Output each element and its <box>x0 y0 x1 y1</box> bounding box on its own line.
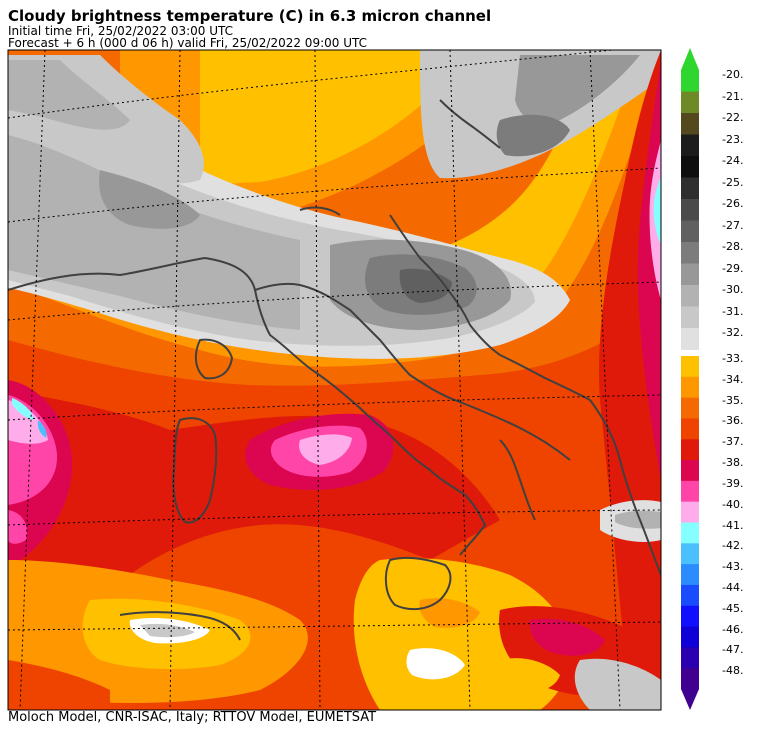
legend-label-upper-3: -23. <box>722 132 744 146</box>
legend-label-lower-6: -39. <box>722 476 744 490</box>
legend-label-lower-7: -40. <box>722 497 744 511</box>
legend-swatch-upper-9 <box>681 263 699 286</box>
legend-swatch-lower-13 <box>681 626 699 648</box>
map-title: Cloudy brightness temperature (C) in 6.3… <box>8 7 492 25</box>
legend-swatch-lower-5 <box>681 460 699 482</box>
legend-upper-bar <box>681 70 699 350</box>
legend-swatch-lower-9 <box>681 543 699 565</box>
legend-swatch-upper-10 <box>681 285 699 307</box>
legend-label-lower-9: -42. <box>722 539 744 553</box>
legend-label-lower-13: -46. <box>722 622 744 636</box>
brightness-field <box>8 50 661 710</box>
legend-label-lower-11: -44. <box>722 580 744 594</box>
legend-label-upper-9: -29. <box>722 261 744 275</box>
legend-swatch-lower-12 <box>681 605 699 628</box>
legend-swatch-upper-7 <box>681 220 699 243</box>
legend-label-lower-3: -36. <box>722 414 744 428</box>
legend-label-upper-4: -24. <box>722 154 744 167</box>
legend-label-lower-4: -37. <box>722 435 744 449</box>
legend-label-lower-15: -48. <box>722 664 744 678</box>
legend-swatch-upper-4 <box>681 156 699 178</box>
legend-swatch-upper-8 <box>681 242 699 264</box>
forecast-valid-label: Forecast + 6 h (000 d 06 h) valid Fri, 2… <box>8 36 367 50</box>
legend-label-upper-8: -28. <box>722 240 744 253</box>
legend-swatch-lower-14 <box>681 647 699 669</box>
legend-swatch-lower-2 <box>681 397 699 419</box>
legend-top-arrow <box>681 48 699 70</box>
legend-swatch-upper-3 <box>681 134 699 157</box>
legend-label-lower-0: -33. <box>722 352 744 365</box>
legend-lower-bar <box>681 356 699 690</box>
initial-time-label: Initial time Fri, 25/02/2022 03:00 UTC <box>8 24 234 38</box>
legend-label-lower-1: -34. <box>722 372 744 386</box>
legend-label-upper-12: -32. <box>722 326 744 339</box>
map-frame <box>7 49 662 711</box>
legend-label-lower-10: -43. <box>722 560 744 574</box>
legend-swatch-upper-0 <box>681 70 699 92</box>
legend-swatch-lower-6 <box>681 480 699 503</box>
legend-label-lower-5: -38. <box>722 456 744 470</box>
legend-swatch-upper-11 <box>681 306 699 329</box>
legend-label-lower-12: -45. <box>722 601 744 615</box>
legend-swatch-lower-3 <box>681 418 699 440</box>
legend-swatch-upper-1 <box>681 91 699 114</box>
legend-swatch-lower-7 <box>681 501 699 523</box>
legend-swatch-upper-5 <box>681 177 699 200</box>
legend-swatch-lower-10 <box>681 564 699 586</box>
legend-label-upper-10: -30. <box>722 283 744 296</box>
credits-footer: Moloch Model, CNR-ISAC, Italy; RTTOV Mod… <box>8 710 377 725</box>
legend-label-upper-1: -21. <box>722 89 744 103</box>
legend-label-upper-2: -22. <box>722 111 744 124</box>
legend-label-upper-5: -25. <box>722 175 744 189</box>
legend-label-upper-11: -31. <box>722 304 744 318</box>
legend-swatch-lower-4 <box>681 439 699 461</box>
legend-label-lower-14: -47. <box>722 643 744 657</box>
legend-swatch-lower-15 <box>681 668 699 690</box>
legend-label-upper-7: -27. <box>722 218 744 232</box>
legend-swatch-lower-1 <box>681 376 699 399</box>
legend-label-lower-2: -35. <box>722 393 744 407</box>
legend-swatch-lower-0 <box>681 356 699 378</box>
legend-bottom-arrow <box>681 689 699 710</box>
legend-swatch-lower-11 <box>681 584 699 607</box>
legend-label-upper-0: -20. <box>722 68 744 81</box>
legend-swatch-upper-12 <box>681 328 699 350</box>
legend-swatch-upper-2 <box>681 113 699 135</box>
legend-swatch-upper-6 <box>681 199 699 221</box>
legend-label-lower-8: -41. <box>722 518 744 532</box>
legend-label-upper-6: -26. <box>722 197 744 210</box>
legend-swatch-lower-8 <box>681 522 699 544</box>
